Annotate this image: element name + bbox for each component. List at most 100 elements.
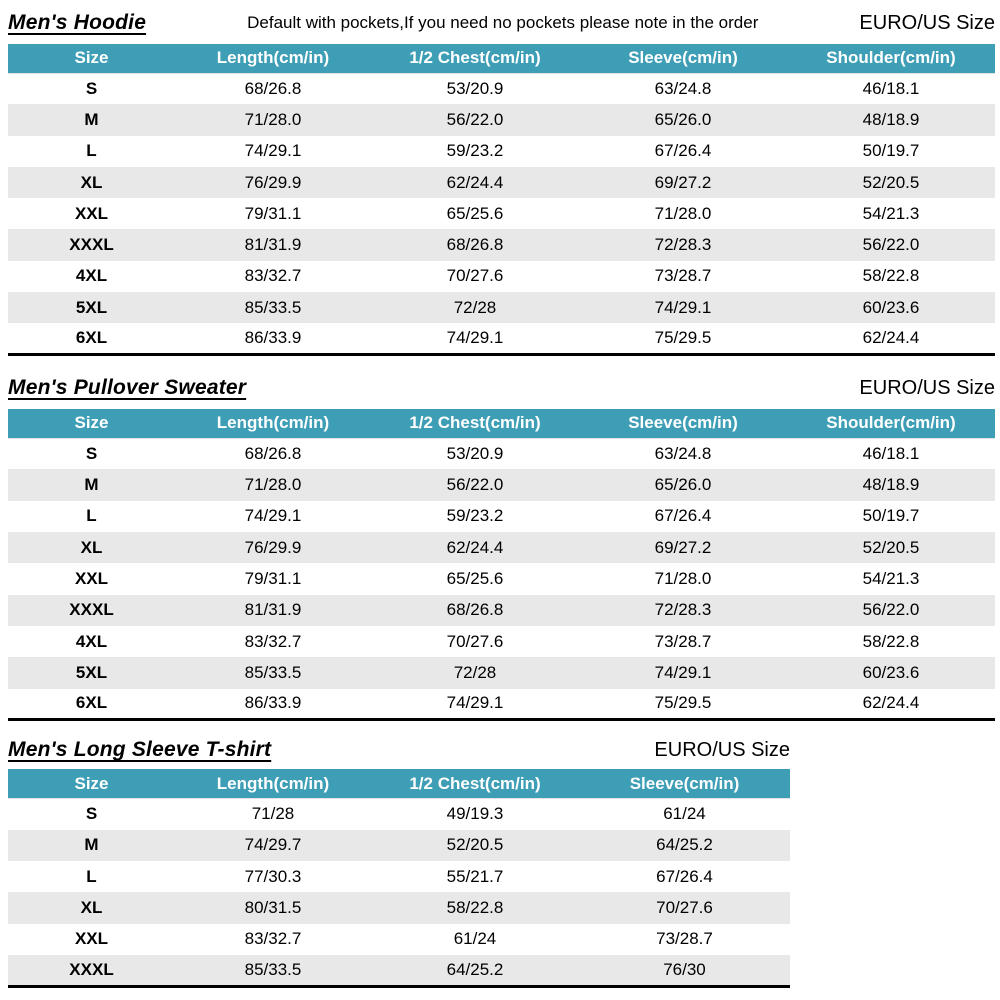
section-mens-hoodie: Men's Hoodie Default with pockets,If you… xyxy=(8,10,995,357)
table-row: S 68/26.8 53/20.9 63/24.8 46/18.1 xyxy=(8,73,995,104)
table-title: Men's Pullover Sweater xyxy=(8,376,247,400)
measurement-cell: 54/21.3 xyxy=(862,203,920,223)
measurement-cell: 56/22.0 xyxy=(862,235,920,255)
measurement-cell: 83/32.7 xyxy=(244,266,302,286)
measurement-cell: 67/26.4 xyxy=(654,506,712,526)
table-row: XXXL 81/31.9 68/26.8 72/28.3 56/22.0 xyxy=(8,229,995,261)
measurement-cell: 72/28.3 xyxy=(654,235,712,255)
section-mens-pullover-sweater: Men's Pullover Sweater EURO/US Size Size… xyxy=(8,375,995,722)
measurement-cell: 86/33.9 xyxy=(244,328,302,348)
size-cell: 4XL xyxy=(75,266,108,286)
measurement-cell: 46/18.1 xyxy=(862,78,920,98)
column-header: Size xyxy=(8,409,175,439)
header-row: Size Length(cm/in) 1/2 Chest(cm/in) Sleeve(… xyxy=(8,409,995,439)
size-cell: XL xyxy=(80,537,103,557)
header-row: Size Length(cm/in) 1/2 Chest(cm/in) Sleeve(… xyxy=(8,44,995,74)
column-header: Size xyxy=(8,769,175,799)
measurement-cell: 85/33.5 xyxy=(244,662,302,682)
measurement-cell: 67/26.4 xyxy=(656,866,713,886)
measurement-cell: 62/24.4 xyxy=(862,328,920,348)
measurement-cell: 68/26.8 xyxy=(446,600,504,620)
size-cell: XXXL xyxy=(69,600,114,620)
table-row: S 68/26.8 53/20.9 63/24.8 46/18.1 xyxy=(8,438,995,469)
measurement-cell: 62/24.4 xyxy=(446,537,504,557)
size-cell: M xyxy=(84,475,99,495)
measurement-cell: 76/30 xyxy=(663,959,706,979)
measurement-cell: 85/33.5 xyxy=(244,297,302,317)
table-row: L 74/29.1 59/23.2 67/26.4 50/19.7 xyxy=(8,136,995,167)
measurement-cell: 58/22.8 xyxy=(446,897,504,917)
measurement-cell: 83/32.7 xyxy=(244,929,302,949)
size-table: Size Length(cm/in) 1/2 Chest(cm/in) Sleeve(… xyxy=(8,769,790,988)
measurement-cell: 54/21.3 xyxy=(862,569,920,588)
size-standard-label: EURO/US Size xyxy=(654,738,790,761)
table-title: Men's Hoodie xyxy=(8,11,147,34)
measurement-cell: 72/28.3 xyxy=(654,600,712,620)
measurement-cell: 56/22.0 xyxy=(446,475,504,495)
measurement-cell: 72/28 xyxy=(453,662,497,682)
measurement-cell: 76/29.9 xyxy=(244,172,302,192)
measurement-cell: 68/26.8 xyxy=(244,78,302,98)
measurement-cell: 74/29.7 xyxy=(244,835,302,855)
measurement-cell: 65/26.0 xyxy=(654,475,712,495)
size-cell: M xyxy=(84,109,99,129)
measurement-cell: 73/28.7 xyxy=(656,929,713,949)
measurement-cell: 65/26.0 xyxy=(654,109,712,129)
column-header: Length(cm/in) xyxy=(175,44,371,74)
size-cell: XXL xyxy=(74,929,109,949)
table-title: Men's Long Sleeve T-shirt xyxy=(8,738,272,762)
measurement-cell: 69/27.2 xyxy=(654,537,712,557)
size-cell: M xyxy=(84,835,99,855)
measurement-cell: 59/23.2 xyxy=(446,506,504,526)
measurement-cell: 62/24.4 xyxy=(862,693,920,713)
table-row: L 77/30.3 55/21.7 67/26.4 xyxy=(8,861,790,892)
size-cell: 6XL xyxy=(75,328,108,348)
measurement-cell: 52/20.5 xyxy=(862,537,920,557)
column-header: Length(cm/in) xyxy=(175,769,371,799)
measurement-cell: 74/29.1 xyxy=(654,662,712,682)
column-header: Sleeve(cm/in) xyxy=(579,409,787,439)
measurement-cell: 74/29.1 xyxy=(244,506,302,526)
table-body: S 68/26.8 53/20.9 63/24.8 46/18.1 M 71/28.0 56/… xyxy=(8,438,995,720)
measurement-cell: 81/31.9 xyxy=(244,235,302,255)
measurement-cell: 68/26.8 xyxy=(244,444,302,464)
measurement-cell: 46/18.1 xyxy=(862,444,920,464)
size-cell: 5XL xyxy=(75,662,108,682)
section-header: Men's Pullover Sweater EURO/US Size xyxy=(8,375,995,401)
table-row: 6XL 86/33.9 74/29.1 75/29.5 62/24.4 xyxy=(8,323,995,354)
table-row: XXXL 81/31.9 68/26.8 72/28.3 56/22.0 xyxy=(8,594,995,626)
measurement-cell: 71/28.0 xyxy=(654,203,712,223)
table-row: 4XL 83/32.7 70/27.6 73/28.7 58/22.8 xyxy=(8,261,995,292)
measurement-cell: 70/27.6 xyxy=(656,897,713,917)
measurement-cell: 64/25.2 xyxy=(446,959,504,979)
size-cell: S xyxy=(85,804,98,824)
measurement-cell: 75/29.5 xyxy=(654,693,712,713)
measurement-cell: 65/25.6 xyxy=(446,569,504,588)
measurement-cell: 64/25.2 xyxy=(656,835,713,855)
column-header: Sleeve(cm/in) xyxy=(579,44,787,74)
column-header: 1/2 Chest(cm/in) xyxy=(371,769,579,799)
measurement-cell: 48/18.9 xyxy=(862,109,920,129)
column-header: Size xyxy=(8,44,175,74)
table-row: L 74/29.1 59/23.2 67/26.4 50/19.7 xyxy=(8,501,995,532)
measurement-cell: 69/27.2 xyxy=(654,172,712,192)
measurement-cell: 58/22.8 xyxy=(862,631,920,651)
measurement-cell: 71/28 xyxy=(251,804,295,824)
table-row: XXL 83/32.7 61/24 73/28.7 xyxy=(8,924,790,955)
measurement-cell: 61/24 xyxy=(663,804,706,824)
measurement-cell: 55/21.7 xyxy=(446,866,504,886)
size-cell: L xyxy=(86,866,97,886)
size-cell: XXL xyxy=(74,203,109,223)
measurement-cell: 52/20.5 xyxy=(862,172,920,192)
table-row: XXXL 85/33.5 64/25.2 76/30 xyxy=(8,954,790,987)
header-row: Size Length(cm/in) 1/2 Chest(cm/in) Sleeve(… xyxy=(8,769,790,799)
measurement-cell: 80/31.5 xyxy=(244,897,302,917)
measurement-cell: 73/28.7 xyxy=(654,266,712,286)
measurement-cell: 53/20.9 xyxy=(446,444,504,464)
table-header: Size Length(cm/in) 1/2 Chest(cm/in) Sleeve(… xyxy=(8,409,995,439)
measurement-cell: 62/24.4 xyxy=(446,172,504,192)
size-cell: 5XL xyxy=(75,297,108,317)
table-row: 4XL 83/32.7 70/27.6 73/28.7 58/22.8 xyxy=(8,626,995,657)
size-cell: XXXL xyxy=(69,959,114,979)
size-cell: XL xyxy=(80,897,103,917)
